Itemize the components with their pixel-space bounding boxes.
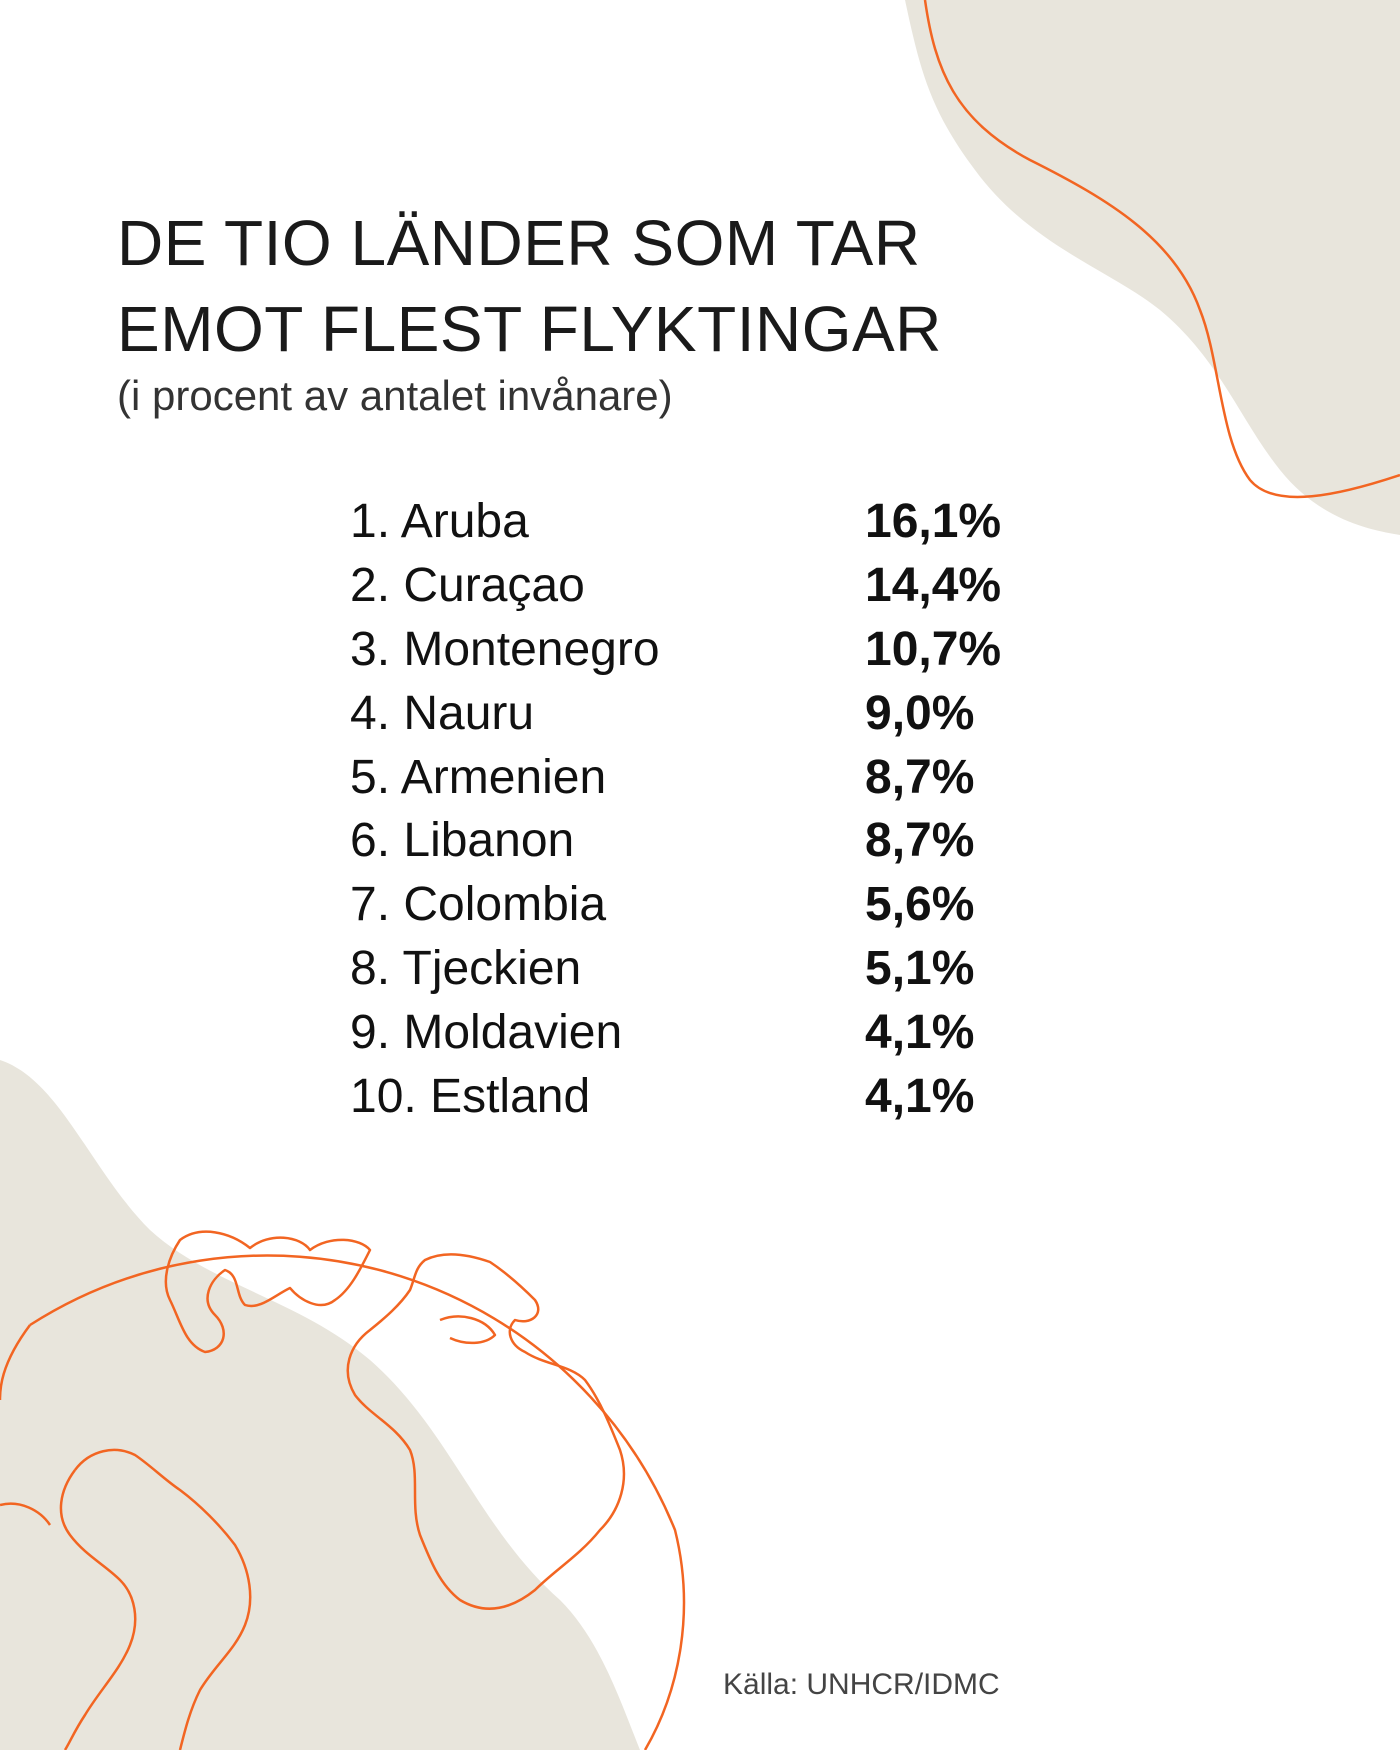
list-item: 4. Nauru 9,0% (350, 681, 1010, 745)
title-line-2: EMOT FLEST FLYKTINGAR (117, 293, 942, 365)
globe-illustration (0, 1230, 686, 1750)
subtitle: (i procent av antalet invånare) (117, 372, 673, 419)
page-title: DE TIO LÄNDER SOM TAR EMOT FLEST FLYKTIN… (117, 200, 942, 372)
country-name: 1. Aruba (350, 495, 529, 549)
list-item: 5. Armenien 8,7% (350, 745, 1010, 809)
refugee-percentage: 5,1% (865, 941, 975, 995)
list-item: 1. Aruba 16,1% (350, 490, 1010, 554)
country-name: 9. Moldavien (350, 1005, 623, 1059)
ranking-list: 1. Aruba 16,1% 2. Curaçao 14,4% 3. Montene… (350, 490, 1010, 1128)
source-credit: Källa: UNHCR/IDMC (723, 1668, 1000, 1701)
country-name: 2. Curaçao (350, 559, 585, 613)
country-name: 7. Colombia (350, 878, 607, 932)
title-line-1: DE TIO LÄNDER SOM TAR (117, 207, 921, 279)
refugee-percentage: 9,0% (865, 686, 975, 740)
refugee-percentage: 4,1% (865, 1005, 975, 1059)
list-item: 3. Montenegro 10,7% (350, 618, 1010, 682)
refugee-percentage: 10,7% (865, 622, 1002, 676)
list-item: 2. Curaçao 14,4% (350, 554, 1010, 618)
refugee-percentage: 5,6% (865, 878, 975, 932)
list-item: 9. Moldavien 4,1% (350, 1000, 1010, 1064)
curved-line (923, 0, 1400, 499)
refugee-percentage: 16,1% (865, 495, 1002, 549)
country-name: 8. Tjeckien (350, 941, 582, 995)
list-item: 7. Colombia 5,6% (350, 873, 1010, 937)
top-right-blob (905, 0, 1400, 535)
refugee-percentage: 14,4% (865, 559, 1002, 613)
list-item: 10. Estland 4,1% (350, 1064, 1010, 1128)
country-name: 5. Armenien (350, 750, 607, 804)
country-name: 10. Estland (350, 1069, 591, 1123)
list-item: 6. Libanon 8,7% (350, 809, 1010, 873)
country-name: 4. Nauru (350, 686, 535, 740)
refugee-percentage: 4,1% (865, 1069, 975, 1123)
list-item: 8. Tjeckien 5,1% (350, 937, 1010, 1001)
bottom-left-blob (0, 1060, 640, 1750)
refugee-percentage: 8,7% (865, 814, 975, 868)
refugee-percentage: 8,7% (865, 750, 975, 804)
country-name: 3. Montenegro (350, 622, 660, 676)
country-name: 6. Libanon (350, 814, 575, 868)
